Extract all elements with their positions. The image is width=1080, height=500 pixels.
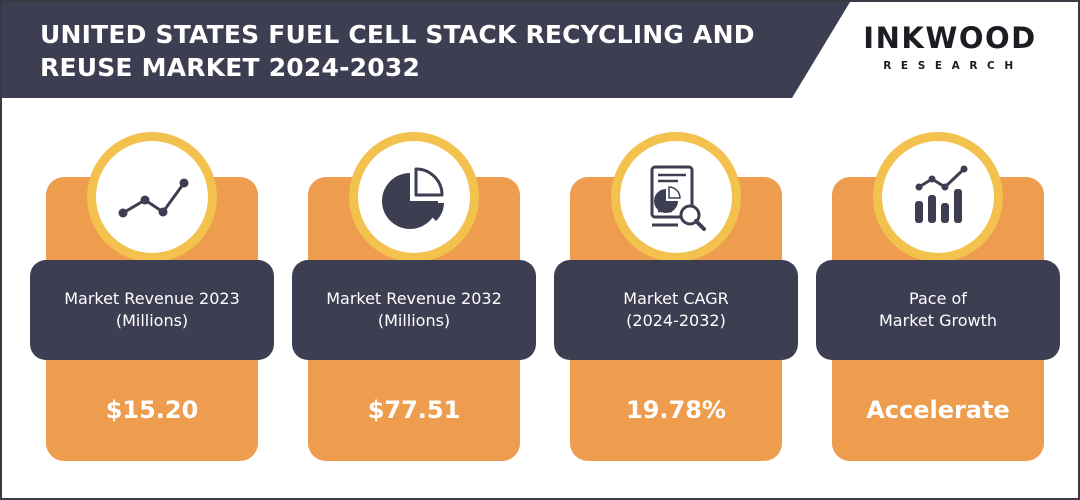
stat-label-line-2: (Millions) — [115, 311, 189, 330]
stat-card-growth-pace: Pace of Market Growth Accelerate — [816, 132, 1060, 462]
stat-label: Market Revenue 2032 (Millions) — [292, 260, 536, 360]
header-banner — [2, 2, 850, 98]
title-line-2: REUSE MARKET 2024-2032 — [40, 53, 421, 82]
icon-disc — [620, 141, 732, 253]
stat-value: 19.78% — [626, 396, 726, 424]
icon-ring — [87, 132, 217, 262]
logo-subtitle: RESEARCH — [883, 60, 1023, 72]
growth-bars-icon — [915, 165, 968, 223]
stat-label: Pace of Market Growth — [816, 260, 1060, 360]
pie-chart-icon — [382, 167, 444, 229]
stat-card-revenue-2032: Market Revenue 2032 (Millions) $77.51 — [292, 132, 536, 462]
stat-label: Market CAGR (2024-2032) — [554, 260, 798, 360]
stat-label-line-1: Market CAGR — [623, 289, 729, 308]
icon-ring — [349, 132, 479, 262]
icon-ring — [873, 132, 1003, 262]
title-line-1: UNITED STATES FUEL CELL STACK RECYCLING … — [40, 20, 755, 49]
stat-label-line-1: Market Revenue 2023 — [64, 289, 240, 308]
stat-label-line-2: Market Growth — [879, 311, 997, 330]
icon-disc — [96, 141, 208, 253]
icon-ring — [611, 132, 741, 262]
icon-disc — [358, 141, 470, 253]
stat-label-line-1: Pace of — [909, 289, 967, 308]
stat-card-revenue-2023: Market Revenue 2023 (Millions) $15.20 — [30, 132, 274, 462]
report-analysis-icon — [650, 165, 706, 231]
stat-label-line-2: (Millions) — [377, 311, 451, 330]
stat-label-line-1: Market Revenue 2032 — [326, 289, 502, 308]
stat-label-line-2: (2024-2032) — [626, 311, 726, 330]
brand-logo: INKWOOD RESEARCH — [860, 22, 1040, 72]
icon-disc — [882, 141, 994, 253]
stat-value: $15.20 — [105, 396, 199, 424]
logo-wordmark: INKWOOD — [863, 21, 1037, 55]
stat-card-cagr: Market CAGR (2024-2032) 19.78% — [554, 132, 798, 462]
page-title: UNITED STATES FUEL CELL STACK RECYCLING … — [40, 18, 820, 84]
stat-value: $77.51 — [367, 396, 461, 424]
line-chart-icon — [118, 178, 189, 218]
stat-value: Accelerate — [866, 396, 1010, 424]
stat-label: Market Revenue 2023 (Millions) — [30, 260, 274, 360]
